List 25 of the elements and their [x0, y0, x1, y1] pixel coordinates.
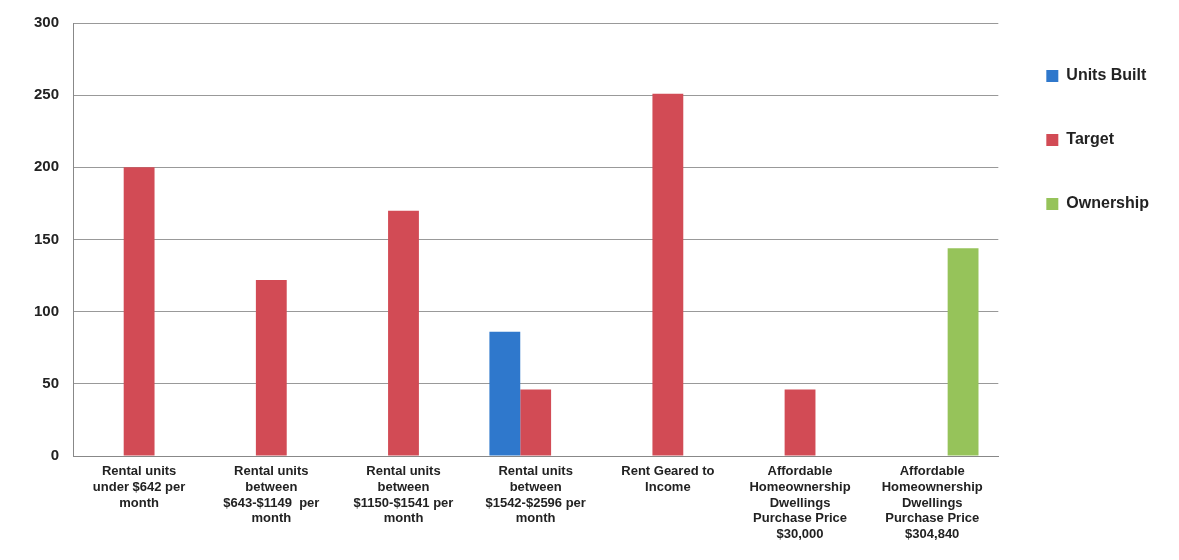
x-tick-label: Rent Geared to Income: [621, 463, 715, 494]
legend-label: Target: [1066, 130, 1115, 148]
bar: [388, 210, 419, 456]
y-tick-label: 200: [34, 157, 60, 175]
x-tick-label: Rental units between $1150-$1541 per month: [353, 463, 454, 526]
y-tick-label: 50: [42, 373, 60, 391]
x-tick-label: Affordable Homeownership Dwellings Purchase Price $30,000: [749, 463, 851, 541]
x-tick-label: Rental units under $642 per month: [92, 463, 186, 510]
x-tick-label: Rental units between $1542-$2596 per month: [485, 463, 586, 526]
bar: [652, 93, 684, 456]
y-tick-label: 100: [34, 301, 60, 319]
bar: [947, 248, 979, 456]
bar: [784, 389, 816, 456]
bar: [255, 279, 287, 456]
legend-label: Ownership: [1066, 194, 1150, 212]
bar: [520, 389, 552, 456]
y-tick-label: 250: [34, 85, 60, 103]
legend-label: Units Built: [1066, 66, 1147, 84]
bar: [123, 167, 155, 456]
x-tick-label: Rental units between $643-$1149 per month: [223, 463, 320, 526]
y-tick-label: 0: [50, 446, 60, 464]
y-tick-label: 150: [34, 229, 60, 247]
bar: [489, 331, 521, 456]
x-tick-label: Affordable Homeownership Dwellings Purchase Price $304,840: [881, 463, 983, 541]
y-tick-label: 300: [34, 13, 60, 31]
